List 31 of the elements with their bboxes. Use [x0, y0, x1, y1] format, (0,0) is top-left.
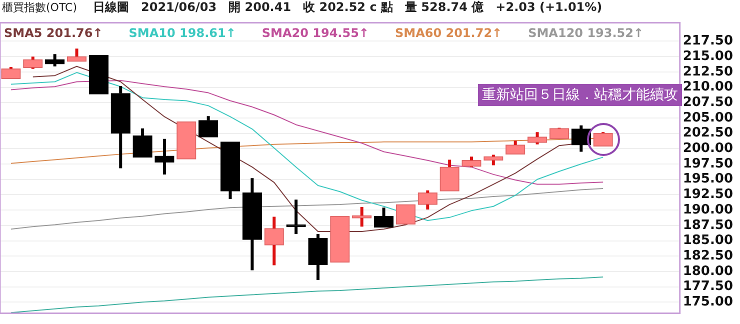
y-tick-label: 192.50	[682, 187, 734, 202]
candlestick	[88, 55, 109, 94]
y-tick-label: 180.00	[682, 264, 734, 279]
y-tick-label: 185.00	[682, 233, 734, 248]
text: SMA120 193.52↑	[528, 26, 644, 40]
candlestick	[176, 121, 196, 160]
y-tick-label: 187.50	[682, 218, 734, 233]
y-tick-label: 197.50	[682, 156, 734, 172]
y-tick-label: 190.00	[682, 202, 734, 218]
y-tick-label: 200.00	[682, 141, 734, 156]
chart-title: 櫃買指數(OTC)	[2, 0, 77, 14]
y-tick-label: 182.50	[682, 248, 734, 264]
text: SMA60 201.72↑	[394, 26, 502, 40]
y-tick-label: 205.00	[682, 110, 734, 126]
y-tick-label: 175.00	[682, 294, 734, 310]
y-tick-label: 215.00	[682, 48, 734, 64]
y-tick-label: 217.50	[682, 34, 734, 49]
y-tick-label: 212.50	[682, 64, 734, 80]
annotation: 重新站回５日線．站穩才能續攻	[478, 84, 682, 106]
text: SMA20 194.55↑	[262, 26, 369, 40]
candlestick	[549, 128, 570, 140]
text: SMA5 201.76↑	[4, 26, 103, 40]
candlestick	[1, 67, 21, 79]
y-tick-label: 210.00	[682, 80, 734, 95]
text: SMA10 198.61↑	[128, 26, 236, 40]
y-tick-label: 195.00	[682, 172, 734, 187]
y-tick-label: 207.50	[682, 94, 734, 110]
y-tick-label: 202.50	[682, 126, 734, 141]
candlestick	[23, 56, 43, 69]
chart-subtitle: 日線圖 2021/06/03 開 200.41 收 202.52 c 點 量 528.74 億 +2.03 (+1.01%)	[93, 0, 602, 16]
y-tick-label: 177.50	[682, 279, 734, 294]
